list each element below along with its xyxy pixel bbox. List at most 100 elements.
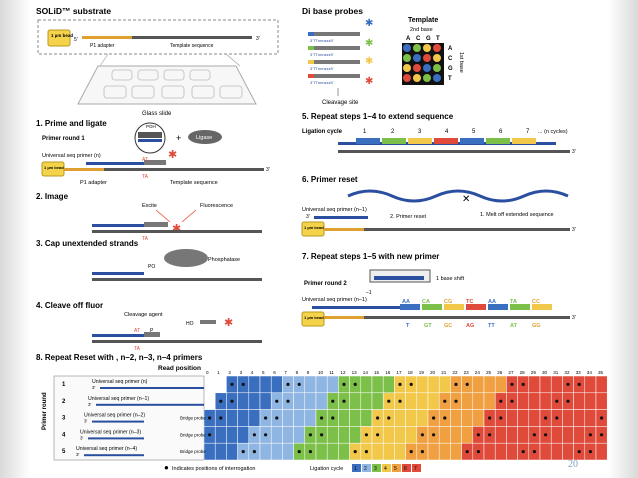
step4-template xyxy=(92,340,262,343)
grid-cell xyxy=(483,375,496,394)
grid-cell xyxy=(550,375,563,394)
grid-cell xyxy=(315,392,328,410)
primer-rows: 1 Universal seq primer (n)3'2 Universal se… xyxy=(62,379,206,457)
svg-text:AG: AG xyxy=(466,323,474,329)
probe-seq-2: 3'TTnnnzzz5' xyxy=(310,52,334,57)
interrogation-dot xyxy=(241,382,245,386)
grid-cell xyxy=(539,375,552,394)
interrogation-dot xyxy=(320,433,324,437)
grid-cell xyxy=(461,426,474,444)
grid-cell xyxy=(360,375,373,394)
grid-cell xyxy=(427,375,440,394)
grid-cell xyxy=(528,375,541,394)
grid-cell xyxy=(427,392,440,410)
svg-text:1: 1 xyxy=(363,129,367,135)
svg-text:AT: AT xyxy=(510,323,518,329)
legend-cycle-number: 2 xyxy=(364,466,367,472)
legend-cycle-number: 4 xyxy=(384,466,387,472)
grid-cell xyxy=(506,426,518,444)
step7-top-pairs: AA CA CG TC AA TA CC xyxy=(402,299,540,305)
interrogation-dot xyxy=(454,399,458,403)
step1-template-label: Template sequence xyxy=(170,180,218,186)
svg-text:4: 4 xyxy=(445,129,449,135)
grid-cell xyxy=(326,442,339,461)
interrogation-dot xyxy=(331,416,335,420)
grid-cell xyxy=(483,392,496,410)
primer-row-bar xyxy=(88,437,144,440)
svg-text:TC: TC xyxy=(466,299,473,305)
second-base-label: 2nd base xyxy=(410,27,433,33)
grid-cell xyxy=(315,375,328,394)
grid-cell xyxy=(405,409,418,427)
svg-text:CC: CC xyxy=(532,299,540,305)
interrogation-dot xyxy=(219,399,223,403)
interrogation-dot xyxy=(544,433,548,437)
star-icon-green: ✱ xyxy=(365,38,373,49)
interrogation-dot xyxy=(555,416,559,420)
step3-primer xyxy=(92,272,144,275)
interrogation-dot xyxy=(488,416,492,420)
melt-label: 1. Melt off extended sequence xyxy=(480,212,554,218)
interrogation-dot xyxy=(577,450,581,454)
position-33: 33 xyxy=(576,370,582,375)
substrate-template-label: Template sequence xyxy=(170,43,214,49)
legend-cycle-number: 7 xyxy=(414,466,417,472)
position-6: 6 xyxy=(273,370,276,375)
interrogation-dot xyxy=(566,382,570,386)
substrate-bead xyxy=(47,29,71,47)
fluor-star-icon: ✱ xyxy=(168,149,177,161)
grid-cell xyxy=(562,409,574,427)
position-8: 8 xyxy=(296,370,299,375)
minus-one: –1 xyxy=(366,290,372,296)
primer-row-three: 3' xyxy=(92,385,96,390)
position-29: 29 xyxy=(531,370,537,375)
interrogation-dot xyxy=(588,450,593,454)
interrogation-dot xyxy=(342,382,346,386)
grid-cell xyxy=(282,409,294,427)
substrate-title: SOLiD™ substrate xyxy=(36,6,111,16)
legend-cycle-number: 3 xyxy=(374,466,377,472)
step2-primer xyxy=(92,224,144,227)
grid-cell xyxy=(259,392,272,410)
grid-cell xyxy=(438,442,451,461)
cleavage-label: Cleavage site xyxy=(322,100,359,106)
step5-panel: 5. Repeat steps 1–4 to extend sequence L… xyxy=(302,112,576,155)
interrogation-dot xyxy=(364,450,368,454)
interrogation-dot xyxy=(454,382,458,386)
legend-dot-icon: ● xyxy=(164,463,169,472)
step8-title: 8. Repeat Reset with , n–2, n–3, n–4 pri… xyxy=(36,353,203,362)
grid-cell xyxy=(304,375,317,394)
primer-row-bar xyxy=(100,387,204,389)
legend-cycle-swatch xyxy=(382,464,391,472)
grid-cell xyxy=(427,442,440,461)
grid-cell xyxy=(282,426,294,444)
position-26: 26 xyxy=(497,370,503,375)
svg-text:GG: GG xyxy=(532,323,541,329)
substrate-p1-label: P1 adapter xyxy=(90,43,115,49)
interrogation-dot xyxy=(376,433,380,437)
step6-three: 3' xyxy=(306,214,310,220)
step7-p1 xyxy=(324,316,364,319)
grid-cell xyxy=(584,409,597,427)
poh-label: POH xyxy=(146,124,156,129)
interrogation-dot xyxy=(219,416,223,420)
legend-cycle-swatch xyxy=(392,464,401,472)
primer-row-label: Universal seq primer (n–3) xyxy=(80,429,141,435)
grid-cell xyxy=(304,392,317,410)
base-shift-label: 1 base shift xyxy=(436,276,465,282)
interrogation-dot xyxy=(275,399,279,403)
grid-cell xyxy=(304,409,317,427)
legend-cycle-number: 6 xyxy=(404,466,407,472)
grid-cell xyxy=(315,442,328,461)
grid-cell xyxy=(483,442,496,461)
svg-text:5: 5 xyxy=(472,129,476,135)
position-16: 16 xyxy=(385,370,391,375)
grid-cell xyxy=(349,426,362,444)
position-25: 25 xyxy=(486,370,492,375)
step1-three: 3' xyxy=(266,167,270,173)
position-15: 15 xyxy=(374,370,380,375)
interrogation-dot xyxy=(465,450,469,454)
fluor-arrow xyxy=(181,209,197,223)
step4-primer xyxy=(92,334,144,337)
primer-row-label: Universal seq primer (n–1) xyxy=(88,396,149,402)
